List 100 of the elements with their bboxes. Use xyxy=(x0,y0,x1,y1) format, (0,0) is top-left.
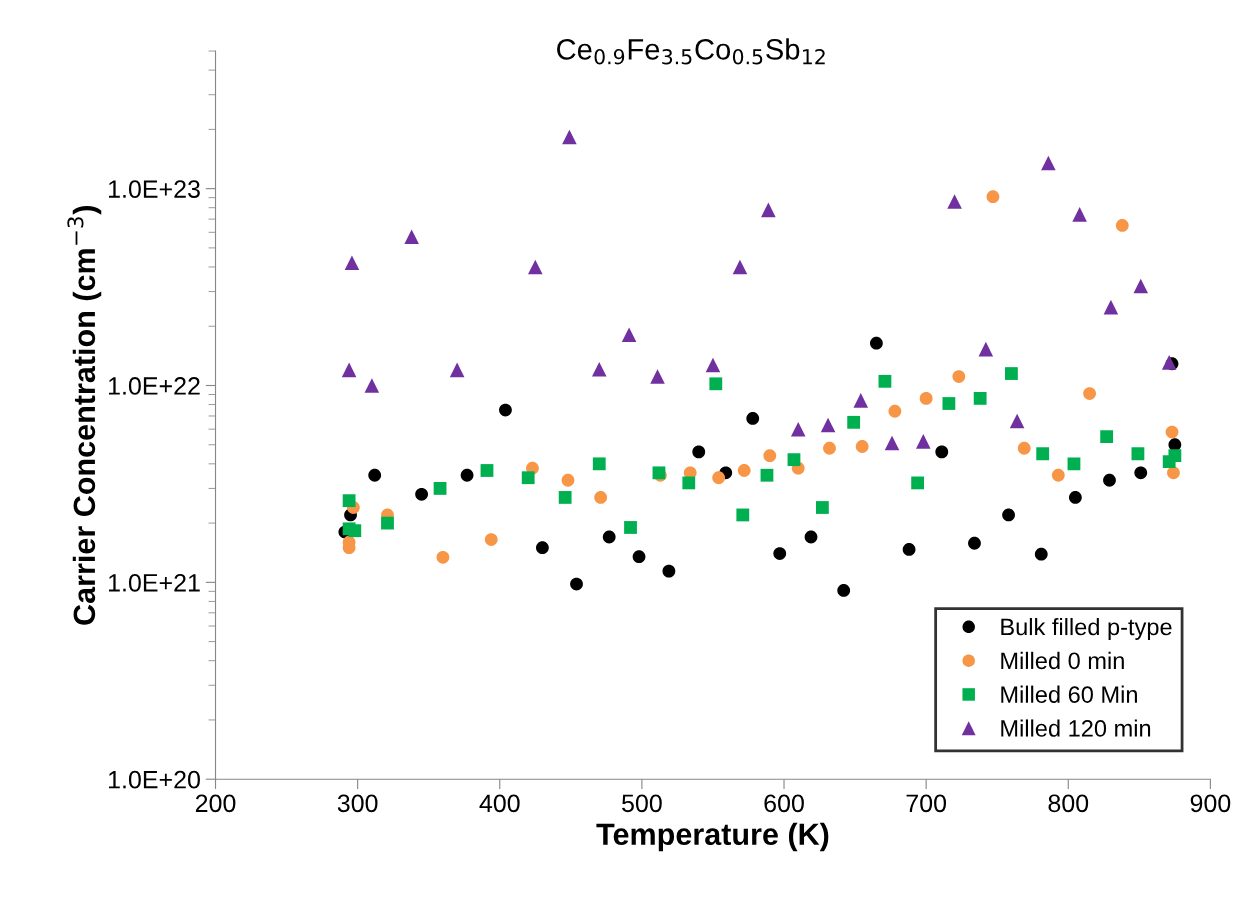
point xyxy=(760,468,774,482)
legend-label: Milled 0 min xyxy=(1001,651,1124,670)
point xyxy=(528,259,543,275)
point xyxy=(381,516,394,530)
point xyxy=(705,357,721,373)
point xyxy=(837,584,851,597)
point xyxy=(344,255,360,271)
point xyxy=(449,362,465,378)
point xyxy=(570,577,583,591)
point xyxy=(1036,447,1050,461)
point xyxy=(1068,491,1082,504)
point xyxy=(562,129,577,145)
x-tick-label: 700 xyxy=(906,794,947,813)
point xyxy=(368,468,382,482)
point xyxy=(1167,466,1180,480)
x-tick-label: 800 xyxy=(1048,794,1089,813)
y-tick-label: 1.0E+22 xyxy=(109,377,200,395)
point xyxy=(935,445,949,459)
point xyxy=(947,194,962,209)
point xyxy=(480,464,494,477)
point xyxy=(342,494,356,508)
legend-label: Milled 120 min xyxy=(1001,719,1151,737)
point xyxy=(621,327,637,343)
y-tick-label: 1.0E+20 xyxy=(109,770,200,789)
x-tick-label: 600 xyxy=(764,794,804,813)
point xyxy=(364,378,380,393)
point xyxy=(650,369,665,384)
point xyxy=(521,471,535,485)
point xyxy=(736,508,750,522)
x-tick-label: 400 xyxy=(479,794,520,813)
point xyxy=(1134,466,1148,480)
x-axis-title: Temperature (K) xyxy=(596,822,829,852)
point xyxy=(709,377,723,391)
point xyxy=(499,403,512,417)
point xyxy=(804,530,818,544)
point xyxy=(870,336,883,350)
point xyxy=(1161,355,1177,370)
point xyxy=(662,564,676,578)
point xyxy=(911,476,925,490)
point xyxy=(732,259,748,275)
point xyxy=(1131,447,1145,461)
point xyxy=(942,397,956,410)
point xyxy=(888,404,902,418)
point xyxy=(692,445,706,459)
point xyxy=(884,435,900,451)
point xyxy=(594,491,608,504)
point xyxy=(1103,473,1116,487)
point xyxy=(1133,278,1149,294)
x-tick-label: 900 xyxy=(1190,794,1231,813)
point xyxy=(558,491,572,504)
point xyxy=(436,550,450,564)
point xyxy=(415,487,428,501)
point xyxy=(823,441,836,455)
point xyxy=(484,533,498,546)
point xyxy=(878,374,892,388)
point xyxy=(536,541,549,555)
point xyxy=(1115,219,1129,232)
point xyxy=(746,412,760,425)
point xyxy=(1165,425,1179,439)
point xyxy=(348,524,362,538)
point xyxy=(815,501,829,514)
point xyxy=(1072,207,1087,222)
point xyxy=(682,476,696,490)
y-tick-label: 1.0E+23 xyxy=(109,180,200,198)
point xyxy=(820,417,836,433)
point xyxy=(592,457,606,471)
point xyxy=(847,415,861,429)
point xyxy=(986,190,1000,204)
point xyxy=(1103,299,1119,315)
point xyxy=(602,530,616,544)
y-axis-title: Carrier Concentration (cm$^{−3}$) xyxy=(67,206,102,625)
point xyxy=(916,434,931,449)
point xyxy=(712,471,726,485)
point xyxy=(561,473,575,487)
point xyxy=(404,229,419,244)
point xyxy=(1067,457,1081,471)
point xyxy=(855,440,869,453)
point xyxy=(1017,441,1031,455)
point xyxy=(1051,468,1065,482)
point xyxy=(773,547,787,560)
point xyxy=(1005,367,1018,380)
point xyxy=(968,536,981,550)
point xyxy=(624,521,637,534)
legend-label: Milled 60 Min xyxy=(1001,685,1137,703)
point xyxy=(737,464,751,477)
point xyxy=(1009,413,1025,429)
x-tick-label: 500 xyxy=(622,794,662,813)
point xyxy=(853,393,869,408)
point xyxy=(1168,449,1182,463)
point xyxy=(632,550,646,564)
point xyxy=(460,468,474,482)
point xyxy=(1100,430,1114,444)
point xyxy=(978,341,994,357)
legend-label: Bulk filled p-type xyxy=(1001,617,1172,640)
point xyxy=(763,449,777,463)
point xyxy=(433,482,447,495)
point xyxy=(787,453,801,467)
point xyxy=(919,391,933,405)
chart-title: Ce$_{0.9}$Fe$_{3.5}$Co$_{0.5}$Sb$_{12}$ xyxy=(557,38,825,65)
y-tick-label: 1.0E+21 xyxy=(109,573,200,592)
